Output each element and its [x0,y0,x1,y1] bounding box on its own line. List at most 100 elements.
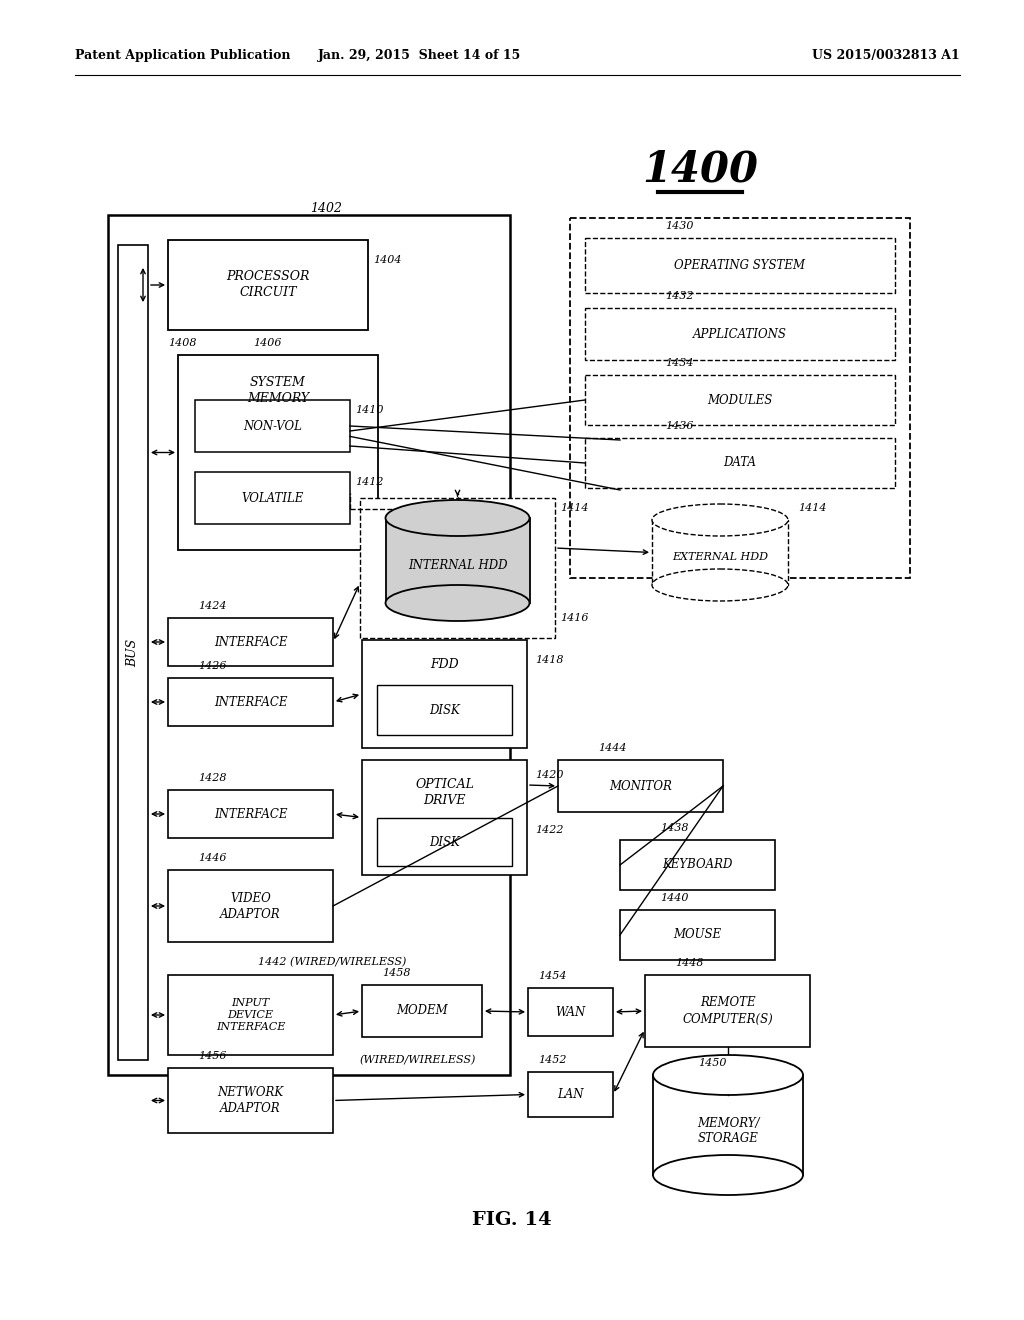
Bar [528,1072,613,1117]
Bar [558,760,723,812]
Ellipse shape [385,500,529,536]
Bar [585,308,895,360]
Text: 1434: 1434 [665,358,693,368]
Text: FIG. 14: FIG. 14 [472,1210,552,1229]
Text: 1450: 1450 [698,1059,726,1068]
Text: 1404: 1404 [373,255,401,265]
Text: REMOTE
COMPUTER(S): REMOTE COMPUTER(S) [682,997,773,1026]
Bar [620,909,775,960]
Text: FDD: FDD [430,659,459,672]
Bar [585,375,895,425]
Text: Patent Application Publication: Patent Application Publication [75,49,291,62]
Text: INTERNAL HDD: INTERNAL HDD [408,560,507,573]
Bar [652,520,788,585]
Ellipse shape [653,1155,803,1195]
Text: NETWORK
ADAPTOR: NETWORK ADAPTOR [217,1086,284,1115]
Text: DATA: DATA [724,457,757,470]
Text: Jan. 29, 2015  Sheet 14 of 15: Jan. 29, 2015 Sheet 14 of 15 [318,49,521,62]
Text: 1430: 1430 [665,220,693,231]
Text: PROCESSOR
CIRCUIT: PROCESSOR CIRCUIT [226,271,309,300]
Bar [168,975,333,1055]
Text: 1458: 1458 [382,968,411,978]
Text: BUS: BUS [127,639,139,667]
Text: MONITOR: MONITOR [609,780,672,792]
Text: 1436: 1436 [665,421,693,432]
Bar [377,818,512,866]
Text: SYSTEM
MEMORY: SYSTEM MEMORY [247,375,309,404]
Text: INTERFACE: INTERFACE [214,808,288,821]
Text: EXTERNAL HDD: EXTERNAL HDD [672,552,768,562]
Bar [118,246,148,1060]
Bar [362,985,482,1038]
Text: MODEM: MODEM [396,1005,447,1018]
Text: (WIRED/WIRELESS): (WIRED/WIRELESS) [360,1055,476,1065]
Ellipse shape [385,585,529,620]
Bar [178,355,378,550]
Text: 1418: 1418 [535,655,563,665]
Text: 1438: 1438 [660,822,688,833]
Bar [195,400,350,451]
Text: MOUSE: MOUSE [674,928,722,941]
Text: 1400: 1400 [642,149,758,191]
Bar [585,438,895,488]
Bar [653,1074,803,1175]
Bar [360,498,555,638]
Bar [168,678,333,726]
Bar [168,240,368,330]
Text: 1422: 1422 [535,825,563,836]
Text: OPTICAL
DRIVE: OPTICAL DRIVE [415,777,474,807]
Text: 1420: 1420 [535,770,563,780]
Text: OPERATING SYSTEM: OPERATING SYSTEM [675,259,806,272]
Text: MODULES: MODULES [708,393,773,407]
Text: 1410: 1410 [355,405,384,414]
Text: 1440: 1440 [660,894,688,903]
Text: MEMORY/
STORAGE: MEMORY/ STORAGE [696,1117,759,1144]
Bar [362,640,527,748]
Text: NON-VOL: NON-VOL [243,420,302,433]
Text: VIDEO
ADAPTOR: VIDEO ADAPTOR [220,891,281,920]
Text: 1456: 1456 [198,1051,226,1061]
Text: 1416: 1416 [560,612,589,623]
Bar [168,789,333,838]
Text: 1408: 1408 [168,338,197,348]
Text: 1432: 1432 [665,290,693,301]
Text: 1444: 1444 [598,743,627,752]
Text: 1412: 1412 [355,477,384,487]
Bar [528,987,613,1036]
Text: 1452: 1452 [538,1055,566,1065]
Text: DISK: DISK [429,704,460,717]
Bar [620,840,775,890]
Bar [645,975,810,1047]
Text: 1426: 1426 [198,661,226,671]
Bar [108,215,510,1074]
Text: 1446: 1446 [198,853,226,863]
Text: INTERFACE: INTERFACE [214,696,288,709]
Bar [195,473,350,524]
Ellipse shape [652,569,788,601]
Text: VOLATILE: VOLATILE [242,491,304,504]
Text: APPLICATIONS: APPLICATIONS [693,327,786,341]
Text: 1414: 1414 [560,503,589,513]
Text: DISK: DISK [429,836,460,849]
Text: 1428: 1428 [198,774,226,783]
Bar [168,618,333,667]
Bar [585,238,895,293]
Text: 1442 (WIRED/WIRELESS): 1442 (WIRED/WIRELESS) [258,957,407,968]
Text: INPUT
DEVICE
INTERFACE: INPUT DEVICE INTERFACE [216,998,286,1032]
Ellipse shape [653,1055,803,1096]
Text: WAN: WAN [555,1006,586,1019]
Text: LAN: LAN [557,1088,584,1101]
Text: 1448: 1448 [675,958,703,968]
Text: 1406: 1406 [253,338,282,348]
Text: INTERFACE: INTERFACE [214,635,288,648]
Bar [168,1068,333,1133]
Text: 1414: 1414 [798,503,826,513]
Bar [570,218,910,578]
Bar [168,870,333,942]
Text: KEYBOARD: KEYBOARD [663,858,733,871]
Text: US 2015/0032813 A1: US 2015/0032813 A1 [812,49,961,62]
Text: 1424: 1424 [198,601,226,611]
Text: 1454: 1454 [538,972,566,981]
Bar [377,685,512,735]
Bar [385,517,529,603]
